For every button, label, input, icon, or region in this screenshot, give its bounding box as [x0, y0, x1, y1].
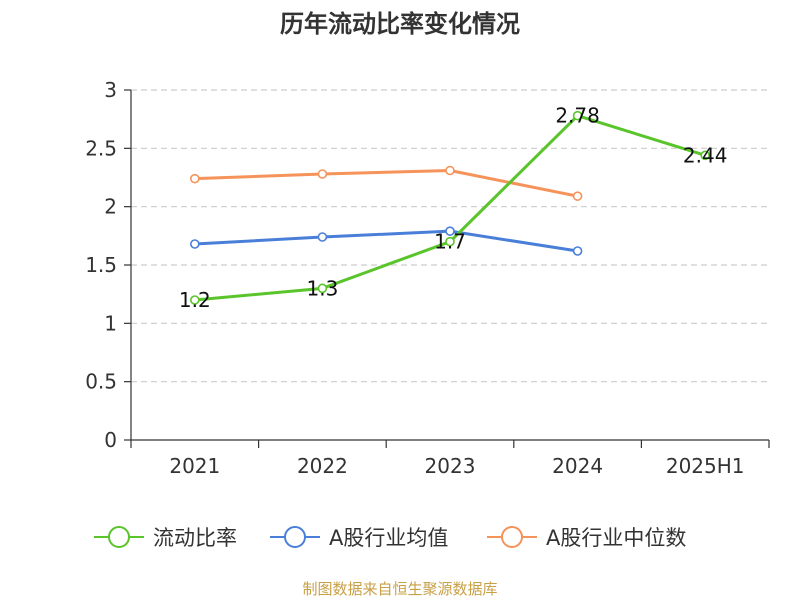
legend-marker	[284, 526, 306, 548]
data-point	[190, 295, 200, 305]
data-label: 2.44	[683, 143, 728, 167]
data-point	[700, 150, 711, 161]
data-point	[572, 191, 583, 201]
data-label: 1.3	[306, 276, 338, 300]
data-point	[190, 239, 200, 249]
data-point	[445, 226, 455, 236]
y-tick-label: 1.5	[85, 253, 117, 277]
legend-label: 流动比率	[153, 526, 237, 550]
y-tick-label: 2.5	[85, 136, 117, 160]
series-line	[194, 169, 578, 198]
grid-lines	[131, 89, 769, 383]
data-point	[317, 232, 328, 242]
x-tick-label: 2025H1	[666, 454, 745, 478]
data-point	[317, 169, 328, 179]
legend-marker	[108, 526, 130, 548]
x-tick-label: 2024	[552, 454, 603, 478]
data-label: 1.2	[179, 288, 211, 312]
axes: 0 0.5 1 1.5 2 2.5 3 2021 2022 2023 2024 2025H1	[85, 78, 770, 478]
series-points	[190, 110, 711, 305]
chart-title: 历年流动比率变化情况	[280, 10, 520, 38]
legend-marker	[501, 526, 523, 548]
data-point	[445, 236, 455, 247]
data-point	[445, 165, 455, 176]
data-label: 1.7	[434, 230, 466, 254]
legend-label: A股行业中位数	[546, 526, 686, 550]
data-label: 2.78	[555, 104, 600, 128]
series-line	[194, 229, 578, 253]
x-tick-label: 2021	[169, 454, 220, 478]
y-tick-label: 1	[104, 311, 117, 335]
y-tick-label: 3	[104, 78, 117, 102]
source-note: 制图数据来自恒生聚源数据库	[302, 580, 498, 598]
series-lines	[194, 114, 706, 302]
x-tick-label: 2022	[297, 454, 348, 478]
y-tick-label: 0.5	[85, 370, 117, 394]
x-tick-label: 2023	[425, 454, 476, 478]
data-point	[190, 173, 200, 184]
legend: 流动比率 A股行业均值 A股行业中位数	[94, 526, 686, 550]
y-tick-label: 2	[104, 195, 117, 219]
data-point	[572, 110, 583, 121]
y-tick-label: 0	[104, 428, 117, 452]
data-point	[572, 246, 583, 256]
data-point	[317, 283, 328, 294]
series-line	[194, 114, 706, 302]
data-labels: 1.2 1.3 1.7 2.78 2.44	[179, 104, 728, 312]
legend-label: A股行业均值	[329, 526, 448, 550]
